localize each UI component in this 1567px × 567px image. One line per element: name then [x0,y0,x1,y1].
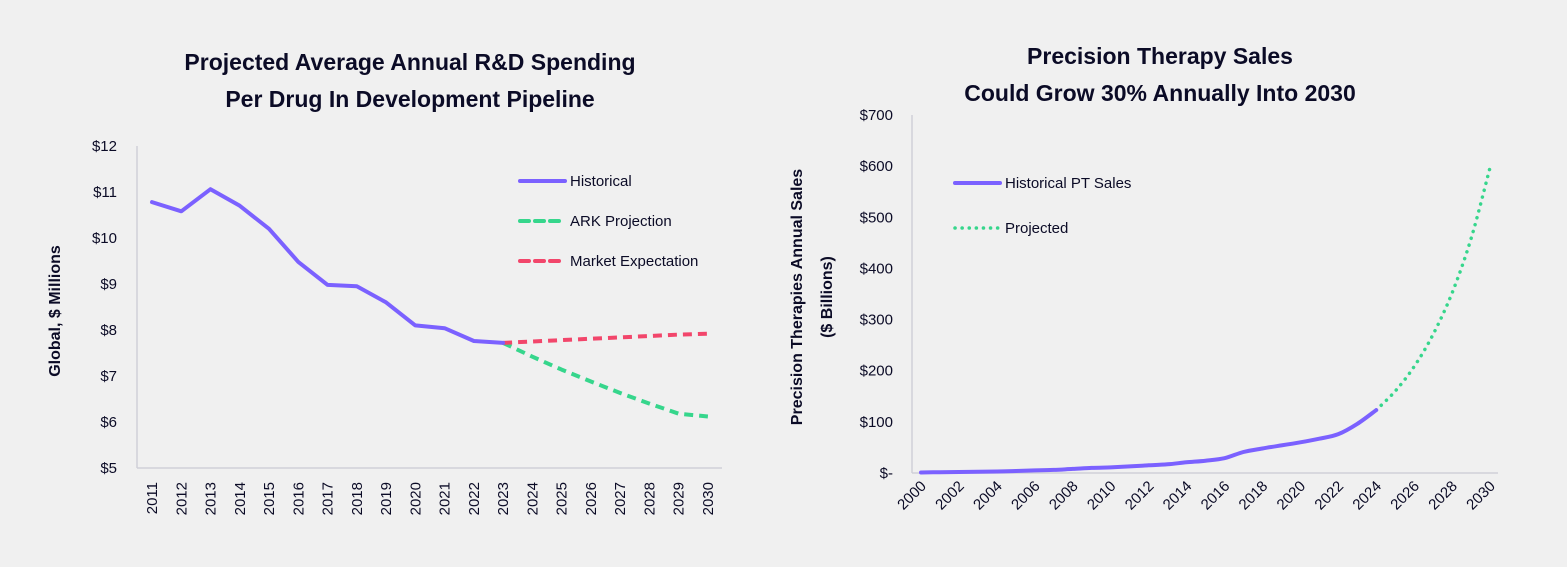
right-x-tick-label: 2010 [1084,478,1120,514]
left-series-ark-projection [502,341,709,419]
left-chart-title: Projected Average Annual R&D Spending Pe… [60,44,760,118]
left-x-tick-label: 2019 [378,482,395,515]
left-y-tick-label: $6 [100,414,117,431]
right-y-tick-label: $700 [860,107,893,124]
right-x-tick-label: 2002 [932,478,968,514]
right-x-tick-label: 2028 [1425,478,1461,514]
right-chart-title: Precision Therapy Sales Could Grow 30% A… [830,38,1490,112]
left-y-tick-label: $10 [92,230,117,247]
right-x-tick-label: 2030 [1463,478,1499,514]
left-x-tick-label: 2029 [671,482,688,515]
left-chart-title-line-2: Per Drug In Development Pipeline [225,86,595,112]
left-chart-title-line-1: Projected Average Annual R&D Spending [184,49,636,75]
left-y-tick-label: $11 [93,184,117,201]
left-x-tick-label: 2022 [466,482,483,515]
left-x-tick-label: 2025 [554,482,571,515]
right-x-tick-label: 2022 [1311,478,1347,514]
right-chart: Precision Therapies Annual Sales ($ Bill… [789,107,1499,513]
left-x-tick-label: 2027 [612,482,629,515]
right-x-tick-label: 2020 [1274,478,1310,514]
left-x-tick-label: 2013 [203,482,220,515]
left-legend-label: ARK Projection [570,213,672,230]
left-series-market-expectation [503,331,708,345]
left-y-tick-label: $8 [100,322,117,339]
right-chart-title-line-2: Could Grow 30% Annually Into 2030 [964,80,1356,106]
right-x-tick-label: 2014 [1160,478,1196,514]
left-y-tick-label: $9 [100,276,117,293]
left-x-tick-label: 2030 [700,482,717,515]
right-series-projected [1374,165,1492,412]
right-legend-label: Projected [1005,220,1068,237]
right-y-tick-label: $200 [860,363,893,380]
right-y-tick-label: $400 [860,260,893,277]
left-x-tick-label: 2018 [349,482,366,515]
right-y-tick-label: $600 [860,158,893,175]
left-x-tick-label: 2026 [583,482,600,515]
left-x-tick-label: 2020 [407,482,424,515]
right-y-axis-title-line-2: ($ Billions) [819,256,836,338]
left-x-tick-label: 2021 [437,482,454,515]
right-y-tick-label: $500 [860,209,893,226]
left-x-tick-label: 2012 [173,482,190,515]
right-x-tick-label: 2008 [1046,478,1082,514]
right-chart-title-line-1: Precision Therapy Sales [1027,43,1293,69]
left-x-tick-label: 2016 [290,482,307,515]
right-y-tick-label: $100 [860,414,893,431]
right-x-tick-label: 2016 [1198,478,1234,514]
right-x-tick-label: 2024 [1349,478,1385,514]
left-x-tick-label: 2017 [320,482,337,515]
left-x-tick-label: 2011 [144,482,161,514]
left-x-tick-label: 2028 [641,482,658,515]
right-x-tick-label: 2012 [1122,478,1158,514]
left-x-tick-label: 2023 [495,482,512,515]
left-y-tick-label: $5 [100,460,117,477]
right-series-historical-pt-sales [919,408,1379,475]
right-x-tick-label: 2006 [1008,478,1044,514]
right-x-tick-label: 2000 [894,478,930,514]
left-y-axis-title: Global, $ Millions [47,245,64,377]
right-x-tick-label: 2018 [1236,478,1272,514]
left-y-tick-label: $7 [100,368,117,385]
left-series-historical [150,187,506,345]
left-x-tick-label: 2014 [232,482,249,515]
left-legend-label: Historical [570,173,632,190]
right-y-tick-label: $- [880,465,893,482]
right-x-tick-label: 2004 [970,478,1006,514]
left-x-tick-label: 2024 [524,482,541,515]
left-x-tick-label: 2015 [261,482,278,515]
left-legend-label: Market Expectation [570,253,698,270]
left-y-tick-label: $12 [92,138,117,155]
right-y-axis-title-line-1: Precision Therapies Annual Sales [789,169,806,425]
right-y-tick-label: $300 [860,312,893,329]
right-x-tick-label: 2026 [1387,478,1423,514]
right-legend-label: Historical PT Sales [1005,175,1131,192]
left-chart: Global, $ Millions $5 $6 $7 $8 $9 $10 $11 $12 20… [47,138,722,515]
